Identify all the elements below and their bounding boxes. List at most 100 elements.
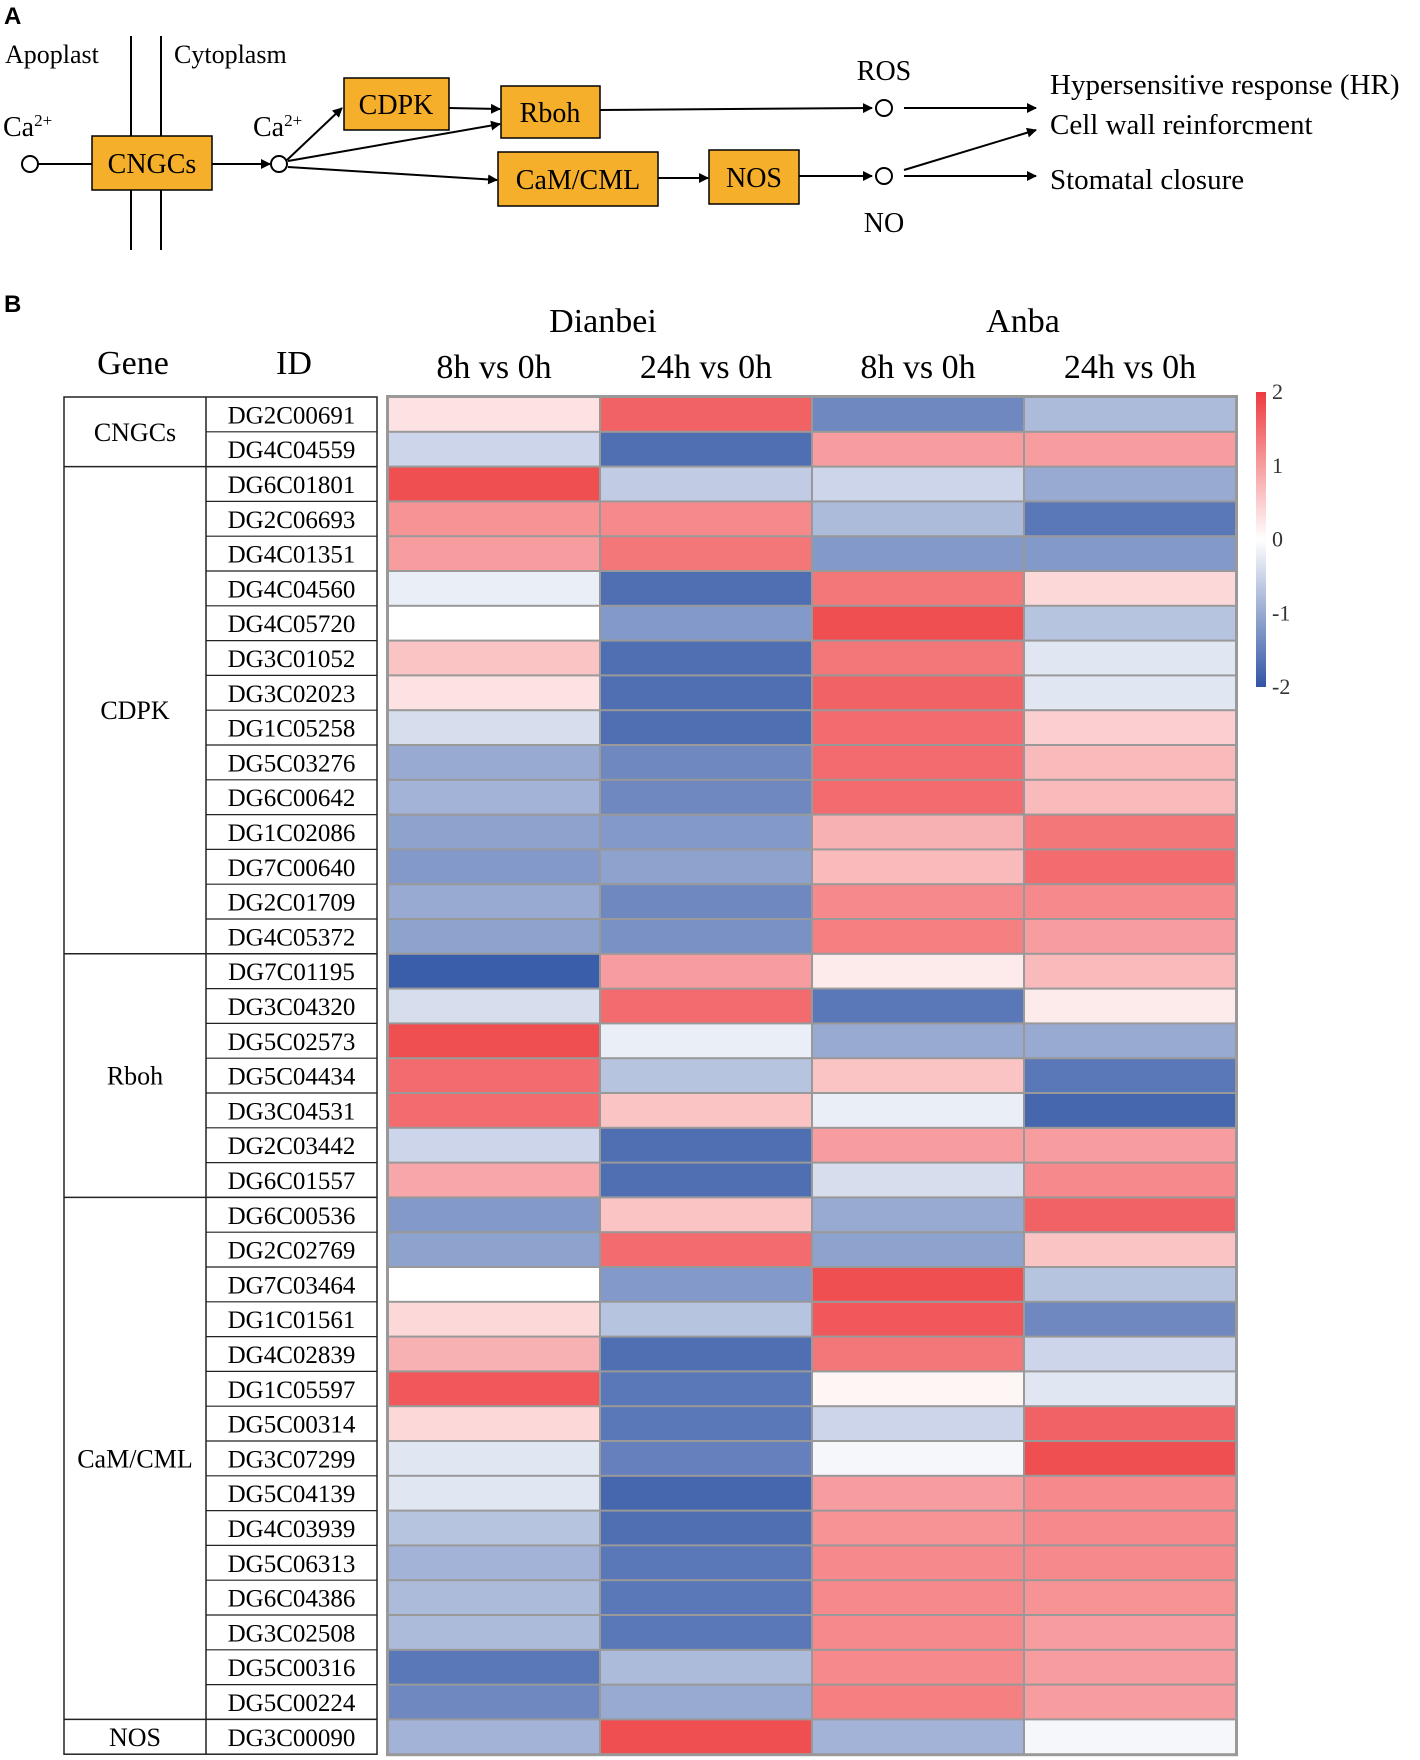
- heatmap-cell: [813, 920, 1023, 953]
- gene-id-table: CNGCs CDPK Rboh CaM/CML NOS DG2C00691 DG4C0455…: [63, 396, 378, 1755]
- heatmap-cell: [601, 1024, 811, 1058]
- column-header-1: 8h vs 0h: [436, 349, 551, 386]
- heatmap-cell: [389, 920, 599, 953]
- heatmap-cell: [813, 1268, 1023, 1301]
- gene-id-label: DG5C00224: [228, 1690, 356, 1717]
- gene-id-label: DG6C00536: [228, 1203, 356, 1230]
- heatmap-cell: [601, 467, 811, 501]
- no-label: NO: [864, 208, 904, 239]
- rboh-box: [500, 85, 601, 139]
- gene-id-label: DG4C04559: [228, 437, 356, 464]
- gene-id-label: DG7C01195: [228, 959, 355, 986]
- heatmap-cell: [813, 954, 1023, 988]
- cam-box-label: CaM/CML: [516, 165, 640, 196]
- heatmap-cell: [1025, 1546, 1235, 1580]
- heatmap-cell: [1025, 432, 1235, 466]
- heatmap-cell: [601, 711, 811, 744]
- heatmap-cell: [389, 1442, 599, 1475]
- heatmap-cell: [1025, 572, 1235, 605]
- gene-id-label: DG4C02839: [228, 1342, 356, 1369]
- outcome-cell-wall: Cell wall reinforcment: [1050, 109, 1313, 141]
- heatmap-cell: [1025, 1372, 1235, 1406]
- heatmap-cell: [1025, 606, 1235, 640]
- nos-box: [708, 149, 800, 205]
- heatmap-cell: [813, 1024, 1023, 1058]
- gene-id-label: DG3C04320: [228, 994, 356, 1021]
- heatmap-cell: [601, 641, 811, 675]
- heatmap-cell: [813, 502, 1023, 536]
- nos-box-label: NOS: [726, 163, 782, 194]
- heatmap-cell: [1025, 1442, 1235, 1475]
- gene-id-label: DG6C00642: [228, 785, 356, 812]
- heatmap-cell: [1025, 1511, 1235, 1545]
- heatmap-cell: [389, 1198, 599, 1232]
- heatmap-cell: [389, 398, 599, 431]
- heatmap-cell: [1025, 711, 1235, 744]
- heatmap-cell: [813, 815, 1023, 849]
- heatmap-cell: [1025, 954, 1235, 988]
- heatmap-cell: [601, 850, 811, 884]
- heatmap-cell: [601, 1233, 811, 1266]
- heatmap-cell: [1025, 1650, 1235, 1684]
- calcium-apoplast-label: Ca2+: [3, 111, 52, 143]
- heatmap-cell: [389, 1650, 599, 1684]
- gene-id-label: DG3C00090: [228, 1725, 356, 1752]
- panel-a-label: A: [4, 3, 21, 30]
- gene-id-label: DG5C06313: [228, 1551, 356, 1578]
- heatmap-cell: [389, 1094, 599, 1127]
- gene-id-label: DG1C05597: [228, 1377, 356, 1404]
- column-header-4: 24h vs 0h: [1064, 349, 1196, 386]
- heatmap-cell: [813, 1372, 1023, 1406]
- heatmap-cell: [813, 1476, 1023, 1510]
- heatmap-cell: [1025, 1407, 1235, 1440]
- gene-id-label: DG5C00316: [228, 1655, 356, 1682]
- heatmap-cell: [1025, 1094, 1235, 1127]
- heatmap-cell: [1025, 1233, 1235, 1266]
- heatmap-cell: [813, 467, 1023, 501]
- heatmap-cell: [1025, 1059, 1235, 1092]
- gene-id-label: DG1C01561: [228, 1307, 356, 1334]
- heatmap-cell: [1025, 467, 1235, 501]
- heatmap-cell: [389, 641, 599, 675]
- outcome-hr: Hypersensitive response (HR): [1050, 69, 1400, 101]
- edge-no-to-cellwall: [903, 127, 1037, 171]
- heatmap-cell: [601, 572, 811, 605]
- heatmap-cell: [601, 1372, 811, 1406]
- heatmap-cell: [601, 815, 811, 849]
- heatmap-cell: [813, 850, 1023, 884]
- column-header-2: 24h vs 0h: [640, 349, 772, 386]
- heatmap-cell: [813, 1511, 1023, 1545]
- legend-tick-label: 1: [1272, 453, 1283, 478]
- gene-id-label: DG2C06693: [228, 507, 356, 534]
- heatmap-cell: [601, 1337, 811, 1371]
- gene-id-label: DG4C03939: [228, 1516, 356, 1543]
- column-header-3: 8h vs 0h: [860, 349, 975, 386]
- heatmap-cell: [813, 1233, 1023, 1266]
- legend-tick-label: -2: [1272, 674, 1290, 699]
- heatmap-cell: [601, 1163, 811, 1197]
- heatmap-cell: [1025, 641, 1235, 675]
- heatmap-cell: [813, 1198, 1023, 1232]
- heatmap-cell: [601, 1650, 811, 1684]
- heatmap-cell: [601, 1268, 811, 1301]
- heatmap-cell: [813, 1094, 1023, 1127]
- gene-id-label: DG4C05720: [228, 611, 356, 638]
- heatmap-cell: [813, 1163, 1023, 1197]
- heatmap-cell: [1025, 850, 1235, 884]
- heatmap-cell: [389, 1616, 599, 1649]
- calcium-cytoplasm-label: Ca2+: [253, 111, 302, 143]
- family-label: CDPK: [100, 696, 170, 725]
- ros-node: [875, 99, 893, 117]
- heatmap-cell: [601, 1407, 811, 1440]
- heatmap-cell: [389, 1128, 599, 1162]
- color-legend: 2 1 0 -1 -2: [1256, 379, 1290, 699]
- gene-id-label: DG3C04531: [228, 1098, 356, 1125]
- family-label: Rboh: [107, 1062, 163, 1091]
- heatmap-cell: [601, 989, 811, 1023]
- column-headers: 8h vs 0h 24h vs 0h 8h vs 0h 24h vs 0h: [436, 349, 1196, 386]
- cdpk-box-label: CDPK: [359, 90, 434, 121]
- apoplast-label: Apoplast: [5, 40, 100, 69]
- gene-id-label: DG5C00314: [228, 1412, 356, 1439]
- gene-id-label: DG2C02769: [228, 1238, 356, 1265]
- gene-id-label: DG2C00691: [228, 402, 356, 429]
